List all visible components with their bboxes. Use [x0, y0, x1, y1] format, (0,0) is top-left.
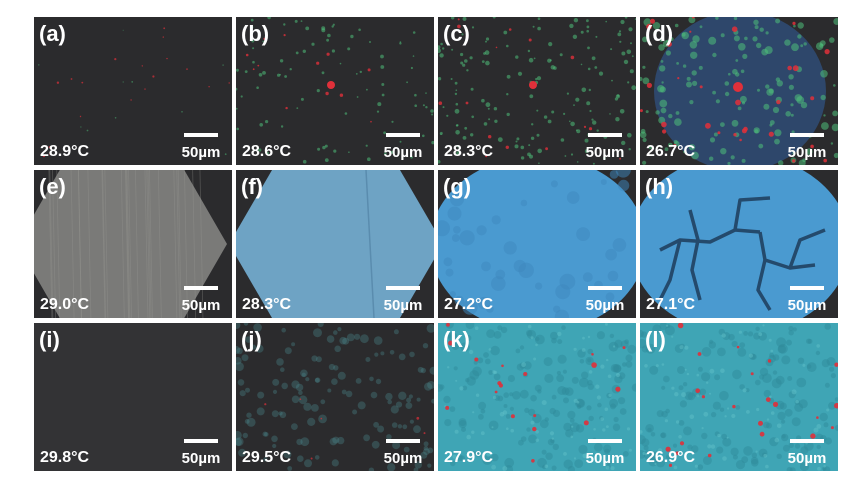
micrograph-image [236, 323, 434, 471]
micrograph-image [438, 17, 636, 165]
micrograph-image [236, 170, 434, 318]
panel-label: (j) [241, 327, 262, 352]
panel-label: (e) [39, 174, 66, 199]
scale-bar-line [588, 133, 622, 137]
temperature-label: 29.8°C [40, 449, 90, 466]
micrograph-image [34, 323, 232, 471]
scale-bar-line [386, 286, 420, 290]
micrograph-panel: (k) 27.9°C 50µm [438, 323, 636, 471]
scale-bar: 50µm [582, 286, 628, 314]
temperature-label: 26.9°C [646, 449, 696, 466]
panel-label: (i) [39, 327, 60, 352]
scale-bar: 50µm [178, 286, 224, 314]
temperature-label: 27.9°C [444, 449, 494, 466]
scale-bar: 50µm [380, 133, 426, 161]
micrograph-panel: (j) 29.5°C 50µm [236, 323, 434, 471]
scale-bar: 50µm [380, 286, 426, 314]
scale-bar-label: 50µm [585, 450, 625, 467]
scale-bar-label: 50µm [181, 450, 221, 467]
temperature-label: 29.5°C [242, 449, 292, 466]
panel-label: (g) [443, 174, 472, 199]
micrograph-panel: (e) 29.0°C 50µm [34, 170, 232, 318]
scale-bar-label: 50µm [181, 297, 221, 314]
temperature-label: 29.0°C [40, 296, 90, 313]
micrograph-image [438, 170, 636, 318]
micrograph-image [640, 170, 838, 318]
micrograph-image [438, 323, 636, 471]
panel-label: (l) [645, 327, 666, 352]
panel-label: (h) [645, 174, 674, 199]
temperature-label: 27.1°C [646, 296, 696, 313]
scale-bar-line [588, 286, 622, 290]
scale-bar: 50µm [380, 439, 426, 467]
scale-bar-label: 50µm [181, 144, 221, 161]
scale-bar: 50µm [178, 133, 224, 161]
temperature-label: 28.9°C [40, 143, 90, 160]
scale-bar-label: 50µm [787, 144, 827, 161]
micrograph-image [236, 17, 434, 165]
micrograph-image [34, 17, 232, 165]
scale-bar-line [386, 133, 420, 137]
temperature-label: 27.2°C [444, 296, 494, 313]
scale-bar-label: 50µm [585, 297, 625, 314]
micrograph-panel: (l) 26.9°C 50µm [640, 323, 838, 471]
scale-bar: 50µm [784, 439, 830, 467]
panel-label: (a) [39, 21, 66, 46]
micrograph-panel: (g) 27.2°C 50µm [438, 170, 636, 318]
micrograph-panel: (a) 28.9°C 50µm [34, 17, 232, 165]
scale-bar: 50µm [178, 439, 224, 467]
scale-bar-label: 50µm [383, 144, 423, 161]
temperature-label: 28.3°C [242, 296, 292, 313]
scale-bar: 50µm [784, 286, 830, 314]
micrograph-panel: (d) 26.7°C 50µm [640, 17, 838, 165]
scale-bar-label: 50µm [787, 450, 827, 467]
scale-bar: 50µm [582, 133, 628, 161]
panel-label: (k) [443, 327, 470, 352]
micrograph-image [640, 323, 838, 471]
micrograph-panel: (c) 28.3°C 50µm [438, 17, 636, 165]
scale-bar-line [184, 133, 218, 137]
micrograph-image [640, 17, 838, 165]
temperature-label: 28.3°C [444, 143, 494, 160]
scale-bar-label: 50µm [383, 450, 423, 467]
scale-bar: 50µm [582, 439, 628, 467]
temperature-label: 26.7°C [646, 143, 696, 160]
scale-bar-line [184, 439, 218, 443]
scale-bar: 50µm [784, 133, 830, 161]
micrograph-panel: (f) 28.3°C 50µm [236, 170, 434, 318]
scale-bar-label: 50µm [383, 297, 423, 314]
scale-bar-line [588, 439, 622, 443]
micrograph-panel: (b) 28.6°C 50µm [236, 17, 434, 165]
scale-bar-line [790, 439, 824, 443]
panel-label: (d) [645, 21, 674, 46]
scale-bar-line [790, 286, 824, 290]
scale-bar-label: 50µm [585, 144, 625, 161]
scale-bar-line [386, 439, 420, 443]
micrograph-panel: (i) 29.8°C 50µm [34, 323, 232, 471]
scale-bar-label: 50µm [787, 297, 827, 314]
micrograph-panel: (h) 27.1°C 50µm [640, 170, 838, 318]
temperature-label: 28.6°C [242, 143, 292, 160]
scale-bar-line [790, 133, 824, 137]
scale-bar-line [184, 286, 218, 290]
panel-label: (c) [443, 21, 470, 46]
panel-label: (f) [241, 174, 263, 199]
panel-label: (b) [241, 21, 270, 46]
micrograph-grid: (a) 28.9°C 50µm (b) 28.6°C 50µm (c) 28.3°C 50µm(… [34, 17, 839, 471]
micrograph-image [34, 170, 232, 318]
